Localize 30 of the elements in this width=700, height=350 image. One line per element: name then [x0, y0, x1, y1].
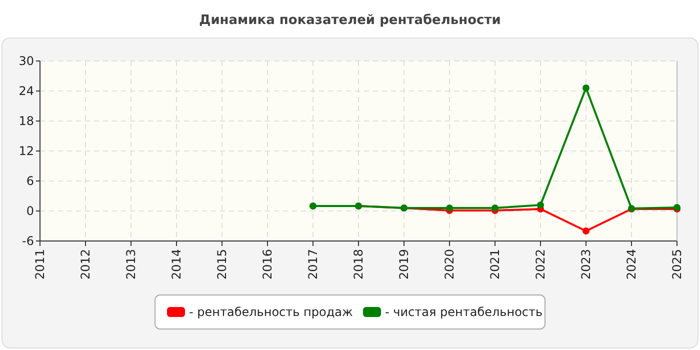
x-tick-label: 2020 — [442, 249, 456, 280]
y-tick-label: 6 — [26, 174, 34, 188]
x-tick-label: 2019 — [397, 249, 411, 280]
x-tick-label: 2023 — [579, 249, 593, 280]
x-tick-label: 2013 — [124, 249, 138, 280]
x-tick-label: 2012 — [78, 249, 92, 280]
x-tick-label: 2015 — [215, 249, 229, 280]
x-tick-label: 2022 — [534, 249, 548, 280]
point — [582, 84, 590, 92]
point — [492, 204, 498, 212]
point — [446, 204, 453, 212]
y-tick-label: 12 — [18, 144, 34, 158]
legend-label: - чистая рентабельность — [385, 305, 543, 320]
x-tick-label: 2024 — [624, 249, 638, 280]
point — [537, 202, 544, 208]
x-tick-label: 2017 — [306, 249, 320, 280]
y-tick-label: 24 — [18, 84, 34, 98]
point — [582, 228, 590, 234]
legend-label: - рентабельность продаж — [189, 305, 353, 320]
y-tick-label: 18 — [18, 114, 34, 128]
y-tick-label: 0 — [26, 204, 34, 218]
x-tick-label: 2021 — [488, 249, 502, 280]
x-tick-label: 2016 — [260, 249, 274, 280]
x-tick-label: 2014 — [170, 249, 184, 280]
y-tick-label: -6 — [22, 234, 34, 248]
x-tick-label: 2011 — [33, 249, 47, 280]
x-tick-label: 2025 — [670, 249, 684, 280]
y-tick-label: 30 — [18, 54, 34, 68]
x-tick-label: 2018 — [352, 249, 366, 280]
chart-title: Динамика показателей рентабельности — [199, 13, 501, 28]
